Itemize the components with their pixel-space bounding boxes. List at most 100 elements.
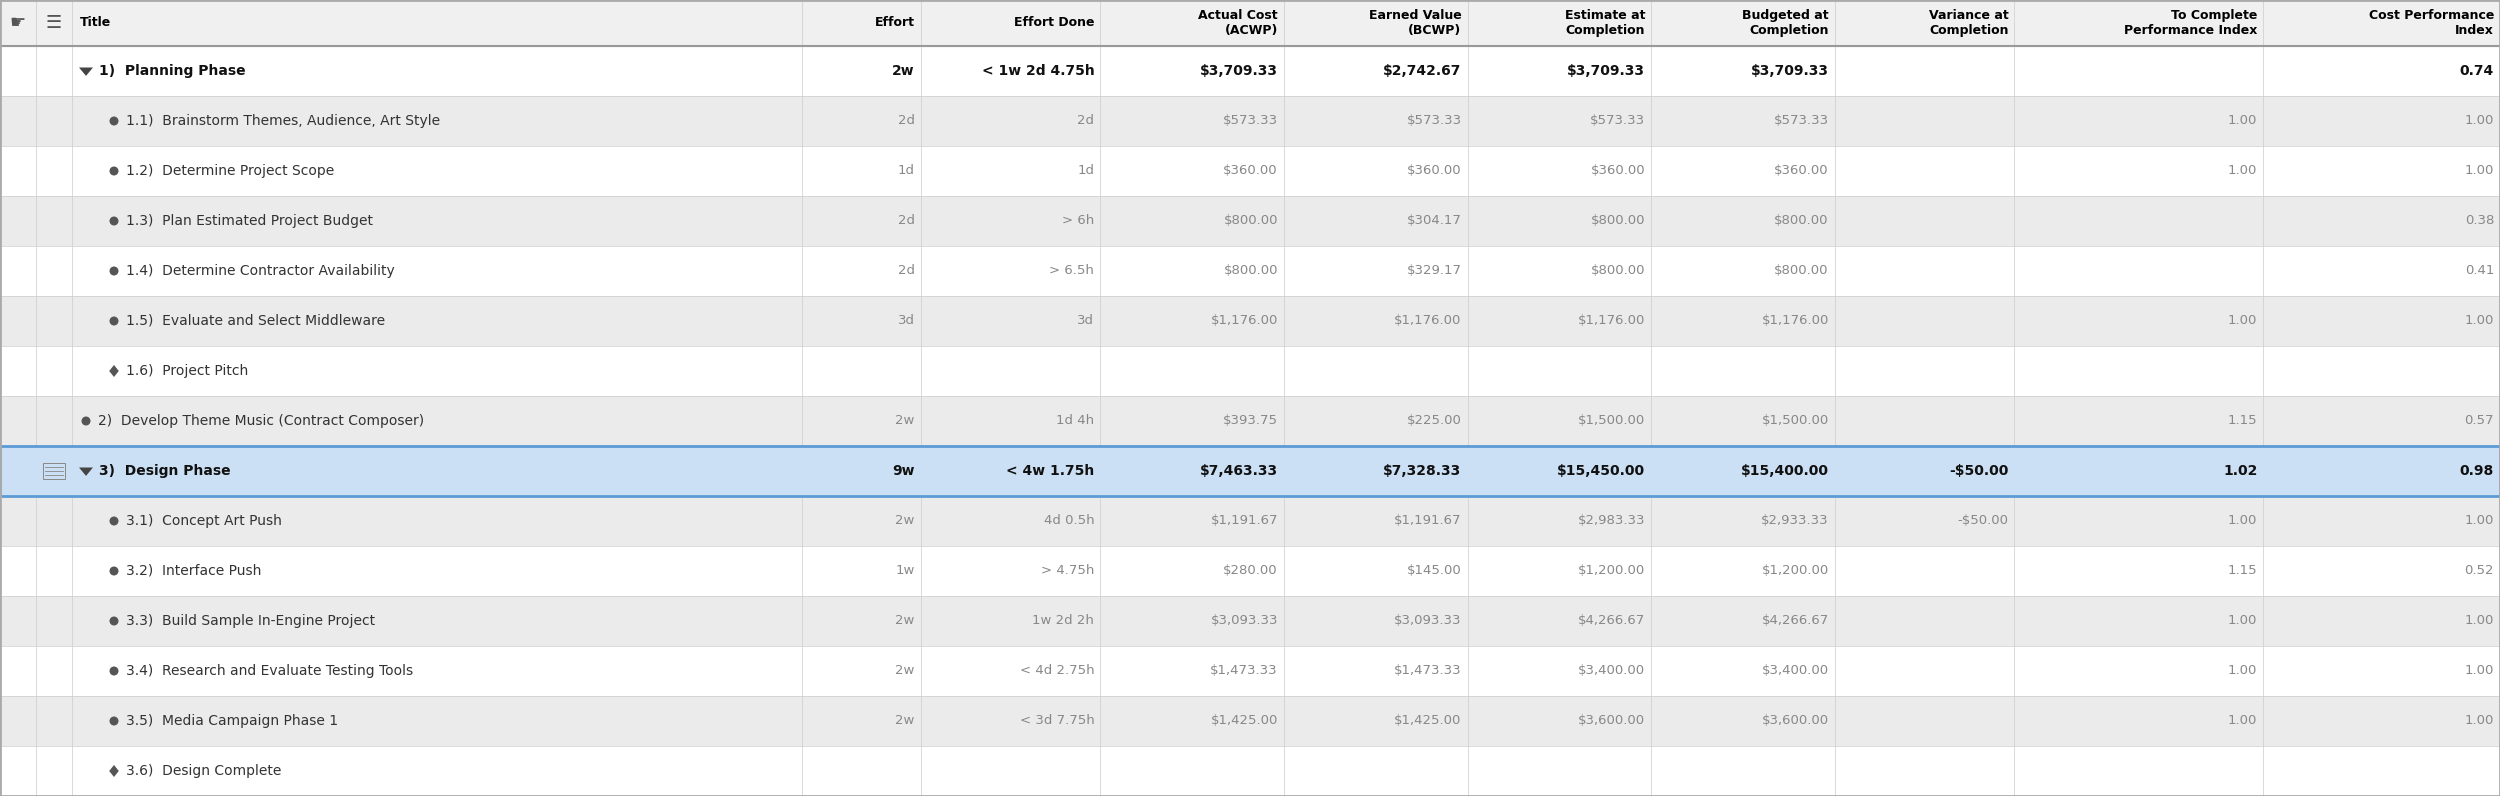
Text: 2d: 2d xyxy=(898,264,915,278)
Text: To Complete
Performance Index: To Complete Performance Index xyxy=(2125,9,2258,37)
Text: $1,176.00: $1,176.00 xyxy=(1210,314,1278,327)
Bar xyxy=(0,246,2500,296)
Bar xyxy=(0,746,2500,796)
Text: 1.15: 1.15 xyxy=(2228,415,2258,427)
Text: -$50.00: -$50.00 xyxy=(1958,514,2008,528)
Text: $573.33: $573.33 xyxy=(1407,115,1462,127)
Bar xyxy=(0,496,2500,546)
Text: $15,450.00: $15,450.00 xyxy=(1558,464,1645,478)
Text: 1.00: 1.00 xyxy=(2465,715,2495,728)
Text: ☛: ☛ xyxy=(10,14,25,32)
Text: $360.00: $360.00 xyxy=(1407,165,1462,178)
Text: 1d: 1d xyxy=(898,165,915,178)
Bar xyxy=(0,196,2500,246)
Text: 3.2)  Interface Push: 3.2) Interface Push xyxy=(125,564,260,578)
Text: $1,200.00: $1,200.00 xyxy=(1578,564,1645,578)
Text: 0.98: 0.98 xyxy=(2460,464,2495,478)
Text: 1.00: 1.00 xyxy=(2465,115,2495,127)
Bar xyxy=(0,546,2500,596)
Text: 1.4)  Determine Contractor Availability: 1.4) Determine Contractor Availability xyxy=(125,264,395,278)
Text: < 3d 7.75h: < 3d 7.75h xyxy=(1020,715,1095,728)
Text: $4,266.67: $4,266.67 xyxy=(1578,615,1645,627)
Text: 3.5)  Media Campaign Phase 1: 3.5) Media Campaign Phase 1 xyxy=(125,714,338,728)
Text: $3,400.00: $3,400.00 xyxy=(1578,665,1645,677)
Text: $3,709.33: $3,709.33 xyxy=(1568,64,1645,78)
Bar xyxy=(35,0,72,46)
Text: 1.00: 1.00 xyxy=(2228,615,2258,627)
Text: $280.00: $280.00 xyxy=(1222,564,1278,578)
Circle shape xyxy=(110,317,118,326)
Text: $800.00: $800.00 xyxy=(1222,214,1278,228)
Circle shape xyxy=(110,267,118,275)
Text: 1.00: 1.00 xyxy=(2465,615,2495,627)
Text: < 4d 2.75h: < 4d 2.75h xyxy=(1020,665,1095,677)
Text: 1.00: 1.00 xyxy=(2228,115,2258,127)
Circle shape xyxy=(110,217,118,225)
Text: $225.00: $225.00 xyxy=(1407,415,1462,427)
Text: 3)  Design Phase: 3) Design Phase xyxy=(100,464,230,478)
Bar xyxy=(42,463,65,479)
Text: $1,473.33: $1,473.33 xyxy=(1395,665,1462,677)
Text: $1,200.00: $1,200.00 xyxy=(1762,564,1830,578)
Text: 2w: 2w xyxy=(895,615,915,627)
Text: 3.6)  Design Complete: 3.6) Design Complete xyxy=(125,764,282,778)
Text: 1w 2d 2h: 1w 2d 2h xyxy=(1032,615,1095,627)
Circle shape xyxy=(110,166,118,175)
Text: 1.00: 1.00 xyxy=(2228,314,2258,327)
Bar xyxy=(0,0,35,46)
Text: 1.00: 1.00 xyxy=(2465,314,2495,327)
Text: 2d: 2d xyxy=(898,115,915,127)
Text: 1.00: 1.00 xyxy=(2465,665,2495,677)
Polygon shape xyxy=(110,365,120,377)
Text: 1.2)  Determine Project Scope: 1.2) Determine Project Scope xyxy=(125,164,335,178)
Text: $3,709.33: $3,709.33 xyxy=(1200,64,1278,78)
Circle shape xyxy=(110,567,118,576)
Text: 2d: 2d xyxy=(1078,115,1095,127)
Text: 2w: 2w xyxy=(895,514,915,528)
Text: 0.57: 0.57 xyxy=(2465,415,2495,427)
Text: $3,400.00: $3,400.00 xyxy=(1762,665,1830,677)
Text: $1,191.67: $1,191.67 xyxy=(1395,514,1462,528)
Text: 2d: 2d xyxy=(898,214,915,228)
Text: $800.00: $800.00 xyxy=(1775,264,1830,278)
Text: $393.75: $393.75 xyxy=(1222,415,1278,427)
Text: > 4.75h: > 4.75h xyxy=(1040,564,1095,578)
Text: 1.00: 1.00 xyxy=(2228,715,2258,728)
Text: $1,500.00: $1,500.00 xyxy=(1578,415,1645,427)
Circle shape xyxy=(110,666,118,676)
Bar xyxy=(0,46,2500,96)
Text: $1,425.00: $1,425.00 xyxy=(1395,715,1462,728)
Text: < 1w 2d 4.75h: < 1w 2d 4.75h xyxy=(982,64,1095,78)
Text: 3.1)  Concept Art Push: 3.1) Concept Art Push xyxy=(125,514,282,528)
Text: $3,709.33: $3,709.33 xyxy=(1750,64,1830,78)
Text: $3,600.00: $3,600.00 xyxy=(1762,715,1830,728)
Text: $800.00: $800.00 xyxy=(1590,214,1645,228)
Text: $800.00: $800.00 xyxy=(1590,264,1645,278)
Bar xyxy=(0,446,2500,496)
Bar xyxy=(0,96,2500,146)
Circle shape xyxy=(110,517,118,525)
Text: 1.1)  Brainstorm Themes, Audience, Art Style: 1.1) Brainstorm Themes, Audience, Art St… xyxy=(125,114,440,128)
Text: $1,500.00: $1,500.00 xyxy=(1762,415,1830,427)
Text: $145.00: $145.00 xyxy=(1407,564,1462,578)
Text: $329.17: $329.17 xyxy=(1407,264,1462,278)
Text: $1,176.00: $1,176.00 xyxy=(1395,314,1462,327)
Text: Variance at
Completion: Variance at Completion xyxy=(1928,9,2008,37)
Text: $2,933.33: $2,933.33 xyxy=(1760,514,1830,528)
Text: $360.00: $360.00 xyxy=(1775,165,1830,178)
Text: $4,266.67: $4,266.67 xyxy=(1762,615,1830,627)
Text: < 4w 1.75h: < 4w 1.75h xyxy=(1005,464,1095,478)
Bar xyxy=(0,296,2500,346)
Text: Estimate at
Completion: Estimate at Completion xyxy=(1565,9,1645,37)
Text: $1,176.00: $1,176.00 xyxy=(1578,314,1645,327)
Text: $800.00: $800.00 xyxy=(1775,214,1830,228)
Text: -$50.00: -$50.00 xyxy=(1950,464,2008,478)
Text: $3,600.00: $3,600.00 xyxy=(1578,715,1645,728)
Text: 2w: 2w xyxy=(895,665,915,677)
Text: > 6h: > 6h xyxy=(1062,214,1095,228)
Text: 1.00: 1.00 xyxy=(2228,514,2258,528)
Text: $3,093.33: $3,093.33 xyxy=(1395,615,1462,627)
Text: 4d 0.5h: 4d 0.5h xyxy=(1042,514,1095,528)
Bar xyxy=(0,696,2500,746)
Text: 2w: 2w xyxy=(892,64,915,78)
